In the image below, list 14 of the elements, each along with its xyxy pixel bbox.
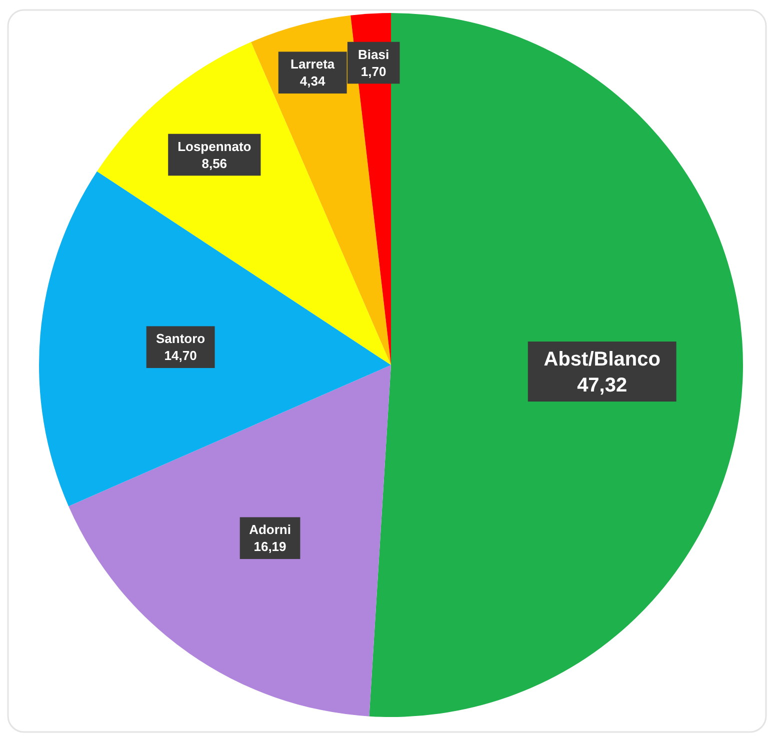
- pie-slice: [39, 171, 391, 506]
- data-label: 16,19: [254, 539, 286, 554]
- data-label: 14,70: [164, 348, 197, 364]
- slice-label: Larreta: [290, 56, 336, 72]
- slice-label: Abst/Blanco: [544, 348, 660, 371]
- data-label: 47,32: [577, 374, 628, 397]
- slice-label: Lospennato: [178, 138, 252, 154]
- data-label: 4,34: [300, 74, 326, 89]
- slice-label: Biasi: [358, 46, 390, 62]
- data-label: 1,70: [360, 64, 386, 79]
- data-label: 8,56: [202, 156, 228, 171]
- slice-label: Adorni: [249, 522, 291, 538]
- slice-label: Santoro: [156, 331, 206, 346]
- pie-slice: [68, 365, 391, 716]
